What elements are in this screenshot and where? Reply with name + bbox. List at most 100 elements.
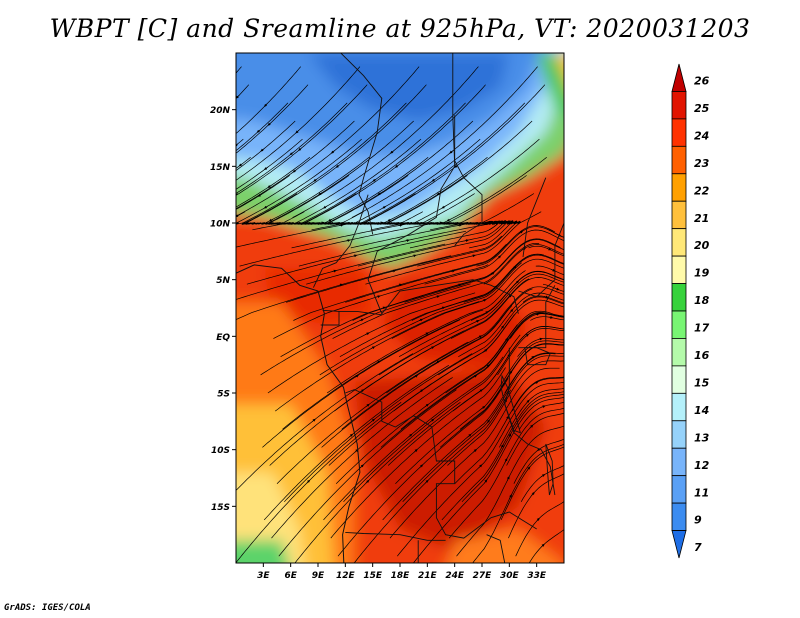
x-tick-label: 6E bbox=[284, 571, 297, 581]
streamline-arrow bbox=[538, 337, 543, 341]
streamline-arrow bbox=[464, 239, 470, 242]
colorbar-swatch bbox=[671, 475, 687, 504]
colorbar-label: 24 bbox=[694, 130, 709, 143]
streamline-arrow bbox=[515, 280, 520, 284]
colorbar-swatch bbox=[671, 91, 687, 120]
colorbar-label: 15 bbox=[694, 377, 710, 390]
streamline-arrow bbox=[338, 283, 344, 287]
streamline-arrow bbox=[236, 94, 240, 99]
streamline-arrow bbox=[267, 122, 272, 126]
streamline-arrow bbox=[354, 374, 359, 378]
streamline-arrow bbox=[481, 405, 486, 409]
streamline-arrow bbox=[322, 205, 328, 209]
streamline-arrow bbox=[527, 466, 531, 471]
streamline-arrow bbox=[313, 178, 318, 182]
colorbar-swatch bbox=[671, 200, 687, 230]
streamline-arrow bbox=[339, 223, 344, 227]
streamline-arrow bbox=[483, 348, 488, 353]
streamline-arrow bbox=[509, 308, 514, 313]
streamline-arrow bbox=[449, 150, 454, 154]
streamline-arrow bbox=[256, 129, 261, 133]
streamline-arrow bbox=[389, 150, 395, 154]
x-tick-label: 27E bbox=[473, 571, 493, 581]
colorbar-label: 14 bbox=[694, 404, 709, 417]
streamline-arrow bbox=[232, 195, 235, 197]
y-axis: 20N 15N 10N 5N EQ 5S 10S 15S bbox=[210, 106, 236, 513]
streamline-arrow bbox=[408, 433, 413, 438]
border-line bbox=[522, 177, 547, 258]
streamline-arrow bbox=[541, 405, 546, 409]
streamline-arrow bbox=[352, 254, 358, 258]
streamline-arrow bbox=[365, 403, 370, 407]
streamline-arrow bbox=[500, 443, 504, 449]
streamline-arrow bbox=[509, 494, 512, 499]
colorbar-swatch bbox=[671, 365, 687, 394]
streamline bbox=[236, 121, 237, 122]
colorbar-swatch bbox=[671, 255, 687, 284]
streamline-arrow bbox=[430, 418, 435, 422]
colorbar-label: 13 bbox=[694, 431, 710, 444]
colorbar-swatch-top bbox=[671, 63, 687, 92]
streamline bbox=[236, 66, 242, 74]
streamline-arrow bbox=[477, 335, 483, 339]
temperature-field bbox=[236, 53, 564, 563]
east-green-region bbox=[536, 53, 564, 116]
streamline-arrow bbox=[531, 491, 535, 496]
chart-title: WBPT [C] and Sreamline at 925hPa, VT: 20… bbox=[49, 14, 751, 43]
streamline-arrow bbox=[541, 543, 545, 548]
streamline-arrow bbox=[450, 269, 456, 273]
border-line bbox=[345, 389, 537, 539]
streamline-arrow bbox=[335, 164, 340, 168]
lake-outline bbox=[545, 443, 554, 496]
border-line bbox=[340, 53, 383, 235]
colorbar-swatch bbox=[671, 338, 687, 367]
streamline-arrow bbox=[486, 419, 490, 424]
colorbar-label: 12 bbox=[694, 459, 710, 472]
streamline-arrow bbox=[446, 218, 451, 222]
streamline-arrow bbox=[457, 283, 462, 287]
y-tick-label: 10S bbox=[211, 446, 230, 456]
streamline-arrow bbox=[405, 239, 410, 242]
streamline-arrow bbox=[263, 166, 268, 171]
colorbar-swatch bbox=[671, 447, 687, 477]
streamline-arrow bbox=[360, 464, 365, 468]
y-tick-label: 10N bbox=[210, 220, 231, 230]
streamline-arrow bbox=[512, 265, 517, 270]
streamline-arrow bbox=[371, 418, 376, 422]
grads-credit: GrADS: IGES/COLA bbox=[4, 603, 91, 613]
streamline-arrow bbox=[376, 360, 381, 364]
streamlines bbox=[232, 66, 564, 563]
streamline-arrow bbox=[391, 269, 397, 273]
colorbar-swatch bbox=[671, 118, 687, 147]
x-tick-label: 15E bbox=[363, 571, 383, 581]
streamline-arrow bbox=[257, 193, 262, 197]
border-line bbox=[367, 53, 519, 315]
east-orange-region bbox=[554, 53, 564, 76]
plot-area bbox=[232, 53, 564, 563]
streamline-arrow bbox=[372, 178, 377, 182]
streamline-arrow bbox=[431, 178, 436, 182]
streamline-arrow bbox=[555, 287, 560, 291]
x-tick-label: 33E bbox=[527, 571, 547, 581]
streamline-arrow bbox=[267, 185, 272, 188]
streamline bbox=[236, 138, 244, 146]
streamline-arrow bbox=[541, 474, 546, 477]
streamline-arrow bbox=[547, 247, 552, 251]
streamline-arrow bbox=[475, 320, 480, 323]
country-borders bbox=[236, 53, 564, 563]
streamline-arrow bbox=[414, 374, 419, 378]
red-west bbox=[263, 268, 373, 325]
colorbar-label: 26 bbox=[694, 75, 710, 88]
x-tick-label: 24E bbox=[445, 571, 465, 581]
streamline-arrow bbox=[424, 403, 430, 407]
lake-outline bbox=[524, 347, 551, 366]
colorbar-label: 19 bbox=[694, 267, 710, 280]
colorbar-label: 25 bbox=[694, 102, 710, 115]
streamline-arrow bbox=[473, 448, 478, 453]
streamline-arrow bbox=[397, 283, 403, 287]
streamline-arrow bbox=[504, 337, 509, 342]
streamline-arrow bbox=[478, 464, 483, 468]
colorbar-swatch bbox=[671, 310, 687, 339]
streamline-arrow bbox=[387, 218, 392, 222]
